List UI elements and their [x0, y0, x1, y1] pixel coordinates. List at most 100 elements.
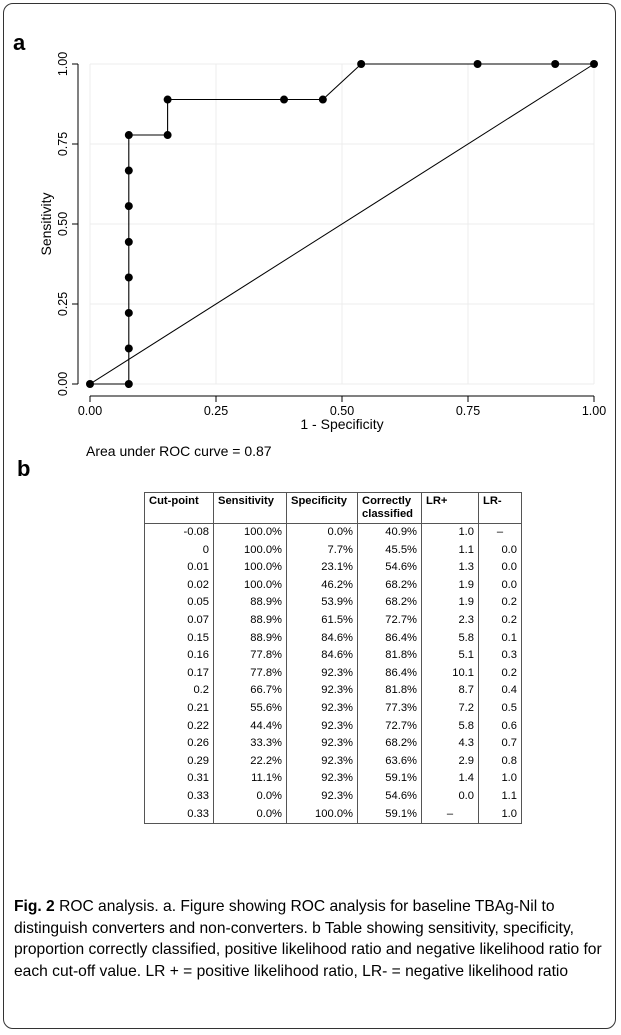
cell-correctly-classified: 86.4% — [357, 629, 422, 648]
cell-lr-plus: 1.9 — [421, 576, 479, 595]
cell-specificity: 92.3% — [286, 770, 358, 788]
x-tick-label: 0.50 — [330, 404, 354, 418]
table-row: 0.33 0.0% 92.3% 54.6% 0.0 1.1 — [144, 787, 522, 806]
header-lr-plus: LR+ — [421, 492, 479, 524]
reference-line — [89, 63, 595, 385]
cell-cut-point: 0.17 — [144, 664, 214, 683]
cell-lr-plus: 8.7 — [421, 682, 479, 700]
cell-specificity: 92.3% — [286, 664, 358, 683]
cell-correctly-classified: 68.2% — [357, 735, 422, 753]
panel-b-label: b — [17, 456, 31, 481]
cell-specificity: 92.3% — [286, 699, 358, 718]
cell-cut-point: 0.22 — [144, 717, 214, 736]
cell-sensitivity: 22.2% — [213, 752, 287, 771]
cell-specificity: 92.3% — [286, 717, 358, 736]
cell-correctly-classified: 81.8% — [357, 682, 422, 700]
header-lr-minus: LR- — [478, 492, 522, 524]
cell-lr-minus: 0.4 — [478, 682, 522, 700]
x-tick-label: 0.75 — [456, 404, 480, 418]
cell-specificity: 53.9% — [286, 594, 358, 612]
table-row: 0.33 0.0% 100.0% 59.1% –1.0 — [144, 805, 522, 825]
cell-lr-plus: 5.8 — [421, 629, 479, 648]
roc-point — [124, 308, 133, 317]
table-row: 0.16 77.8% 84.6% 81.8% 5.1 0.3 — [144, 647, 522, 665]
cell-specificity: 84.6% — [286, 647, 358, 665]
cell-sensitivity: 0.0% — [213, 805, 287, 825]
caption-text: ROC analysis. a. Figure showing ROC anal… — [14, 898, 602, 980]
table-row: -0.08 100.0% 0.0% 40.9% 1.0– — [144, 523, 522, 542]
cell-correctly-classified: 59.1% — [357, 805, 422, 825]
cell-specificity: 7.7% — [286, 541, 358, 560]
cell-lr-minus: 0.3 — [478, 647, 522, 665]
roc-point — [590, 60, 598, 68]
cell-lr-plus: 5.8 — [421, 717, 479, 736]
cell-sensitivity: 55.6% — [213, 699, 287, 718]
cell-lr-plus: 1.1 — [421, 541, 479, 560]
roc-point — [124, 131, 133, 140]
cell-correctly-classified: 40.9% — [357, 523, 422, 542]
cell-lr-plus: 10.1 — [421, 664, 479, 683]
cell-cut-point: 0.26 — [144, 735, 214, 753]
cell-specificity: 92.3% — [286, 787, 358, 806]
table-row: 0.15 88.9% 84.6% 86.4% 5.8 0.1 — [144, 629, 522, 648]
cell-correctly-classified: 72.7% — [357, 611, 422, 630]
cell-cut-point: 0.33 — [144, 805, 214, 825]
cell-lr-minus: 0.2 — [478, 664, 522, 683]
roc-point — [124, 273, 133, 282]
cell-specificity: 61.5% — [286, 611, 358, 630]
cell-sensitivity: 100.0% — [213, 576, 287, 595]
cell-lr-plus: 1.4 — [421, 770, 479, 788]
cell-lr-minus: 0.8 — [478, 752, 522, 771]
cell-correctly-classified: 63.6% — [357, 752, 422, 771]
cell-correctly-classified: 77.3% — [357, 699, 422, 718]
cell-cut-point: 0.16 — [144, 647, 214, 665]
x-axis-title: 1 - Specificity — [300, 416, 383, 432]
roc-chart: 0.00 0.25 0.50 0.75 1.00 0.00 0.25 0.50 0.75 1.00… — [38, 52, 606, 432]
cell-specificity: 0.0% — [286, 523, 358, 542]
cell-cut-point: 0.02 — [144, 576, 214, 595]
cell-correctly-classified: 72.7% — [357, 717, 422, 736]
cell-specificity: 84.6% — [286, 629, 358, 648]
cell-cut-point: 0 — [144, 541, 214, 560]
cell-cut-point: 0.31 — [144, 770, 214, 788]
roc-point — [124, 202, 133, 211]
x-tick-label: 1.00 — [582, 404, 606, 418]
caption-label: Fig. 2 — [14, 898, 55, 915]
roc-point — [280, 95, 289, 104]
cell-sensitivity: 88.9% — [213, 594, 287, 612]
cell-sensitivity: 11.1% — [213, 770, 287, 788]
cell-lr-plus: 4.3 — [421, 735, 479, 753]
y-tick-label: 1.00 — [56, 52, 70, 76]
table-row: 0.21 55.6% 92.3% 77.3% 7.2 0.5 — [144, 699, 522, 718]
cell-sensitivity: 33.3% — [213, 735, 287, 753]
cell-lr-minus: 0.6 — [478, 717, 522, 736]
cell-lr-minus: 0.0 — [478, 541, 522, 560]
cell-cut-point: 0.33 — [144, 787, 214, 806]
cell-sensitivity: 100.0% — [213, 559, 287, 577]
cell-lr-minus: 1.1 — [478, 787, 522, 806]
auc-label: Area under ROC curve = 0.87 — [86, 443, 272, 459]
cell-correctly-classified: 54.6% — [357, 787, 422, 806]
figure-caption: Fig. 2 ROC analysis. a. Figure showing R… — [14, 896, 610, 982]
table-row: 0.29 22.2% 92.3% 63.6% 2.9 0.8 — [144, 752, 522, 771]
table-row: 0 100.0% 7.7% 45.5% 1.1 0.0 — [144, 541, 522, 560]
roc-point — [473, 60, 482, 68]
cell-lr-plus: 1.3 — [421, 559, 479, 577]
figure-frame — [3, 3, 616, 1029]
cell-cut-point: 0.21 — [144, 699, 214, 718]
table-row: 0.17 77.8% 92.3% 86.4% 10.1 0.2 — [144, 664, 522, 683]
roc-point — [124, 166, 133, 175]
table-row: 0.26 33.3% 92.3% 68.2% 4.3 0.7 — [144, 735, 522, 753]
cell-lr-minus: 1.0 — [478, 770, 522, 788]
y-axis-title: Sensitivity — [38, 192, 54, 255]
roc-point — [124, 237, 133, 246]
cell-sensitivity: 44.4% — [213, 717, 287, 736]
table-row: 0.01 100.0% 23.1% 54.6% 1.3 0.0 — [144, 559, 522, 577]
cell-lr-minus: 0.7 — [478, 735, 522, 753]
cell-sensitivity: 0.0% — [213, 787, 287, 806]
cell-sensitivity: 88.9% — [213, 629, 287, 648]
cell-sensitivity: 100.0% — [213, 523, 287, 542]
cell-specificity: 23.1% — [286, 559, 358, 577]
cell-sensitivity: 66.7% — [213, 682, 287, 700]
roc-point — [124, 344, 133, 353]
